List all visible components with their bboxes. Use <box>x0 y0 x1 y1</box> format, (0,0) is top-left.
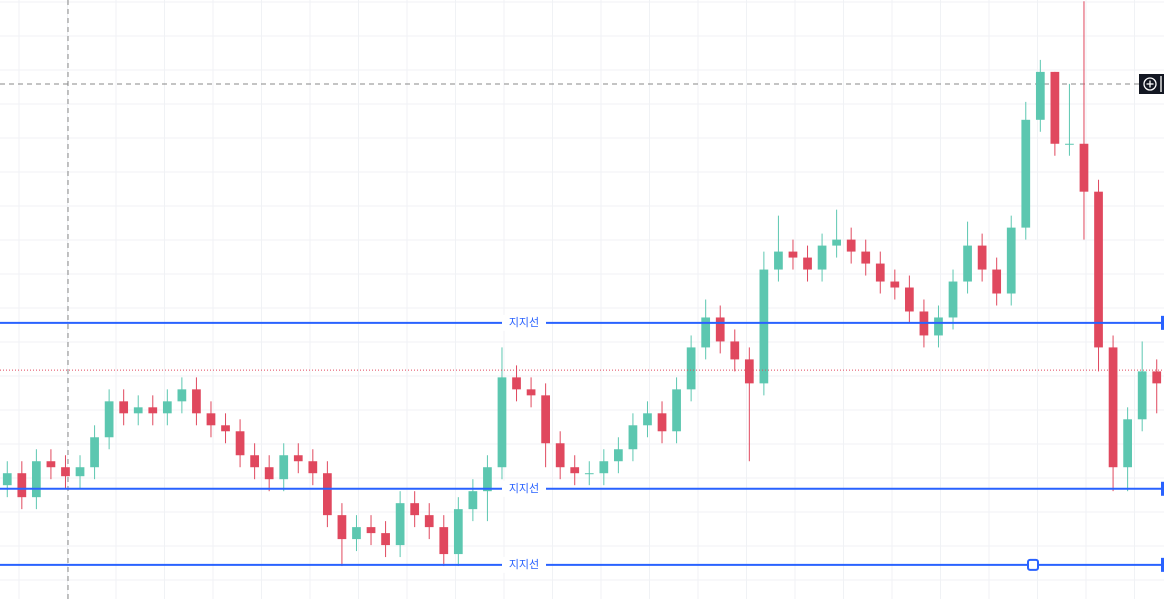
add-button[interactable] <box>1139 74 1164 94</box>
candle-body <box>468 491 478 510</box>
candle-body <box>832 239 841 246</box>
candle-body <box>337 515 347 540</box>
candle-body <box>1123 419 1132 468</box>
candle-body <box>61 467 70 477</box>
candle-body <box>1065 143 1074 145</box>
candle-body <box>424 515 434 528</box>
candle-body <box>788 251 798 258</box>
candle-body <box>148 407 158 414</box>
candle-body <box>75 467 85 477</box>
support-label-bg <box>502 480 546 497</box>
candle-body <box>526 389 536 396</box>
support-label: 지지선 <box>509 558 539 571</box>
candle-body <box>206 413 216 426</box>
candle-body <box>1079 143 1089 192</box>
candle-body <box>948 281 958 318</box>
candle-body <box>381 533 390 546</box>
candle-body <box>162 401 172 414</box>
candle-body <box>934 317 943 336</box>
candle-body <box>875 263 885 282</box>
candle-body <box>774 251 783 270</box>
candle-body <box>279 455 289 480</box>
candle-body <box>90 437 99 468</box>
candle-body <box>2 473 12 486</box>
candle-body <box>963 245 972 282</box>
support-label: 지지선 <box>509 482 539 495</box>
candle-body <box>657 413 667 432</box>
anchor-handle[interactable] <box>1027 558 1039 571</box>
candle-body <box>744 359 754 384</box>
candle-body <box>1021 119 1031 228</box>
candle-body <box>730 341 740 360</box>
candles <box>2 1 1162 567</box>
candle-body <box>352 527 361 540</box>
line-handle <box>1161 481 1164 496</box>
candle-body <box>584 473 594 475</box>
line-handle <box>1161 557 1164 572</box>
candle-body <box>192 389 201 414</box>
candle-body <box>293 455 303 462</box>
candle-body <box>686 347 696 390</box>
candle-body <box>1137 371 1147 420</box>
candle-body <box>1006 227 1016 294</box>
candle-body <box>992 269 1002 294</box>
candle-body <box>483 467 492 492</box>
candle-body <box>672 389 681 432</box>
candle-body <box>701 317 711 348</box>
candle-body <box>628 425 638 450</box>
candle-body <box>846 239 856 252</box>
candle-body <box>250 455 259 468</box>
candle-body <box>1094 191 1103 348</box>
candle-body <box>323 473 332 516</box>
candle-body <box>1050 71 1060 144</box>
candle-body <box>905 287 914 312</box>
candle-body <box>264 467 274 480</box>
candle-body <box>453 509 463 555</box>
candle-body <box>1035 71 1045 120</box>
candle-body <box>599 461 609 474</box>
candle-body <box>614 449 623 462</box>
candle-body <box>977 245 987 270</box>
candle-body <box>308 461 318 474</box>
candle-body <box>1108 347 1118 468</box>
candle-body <box>46 461 56 468</box>
candle-body <box>890 281 900 288</box>
candle-body <box>817 245 827 270</box>
support-label-bg <box>502 556 546 573</box>
candle-body <box>570 467 580 474</box>
support-label-bg <box>502 314 546 331</box>
candle-body <box>715 317 725 342</box>
candle-body <box>512 377 521 390</box>
candle-body <box>439 527 449 555</box>
candle-body <box>395 503 405 546</box>
candle-body <box>177 389 187 402</box>
candle-body <box>643 413 652 426</box>
candle-body <box>104 401 114 438</box>
line-handle <box>1161 315 1164 330</box>
candle-body <box>221 425 230 432</box>
candle-body <box>133 407 143 414</box>
support-label: 지지선 <box>509 316 539 329</box>
candle-body <box>861 251 871 264</box>
candle-body <box>17 473 27 498</box>
candle-body <box>366 527 376 534</box>
candle-body <box>235 431 245 456</box>
candle-body <box>1152 371 1162 384</box>
candle-body <box>541 395 550 444</box>
candle-body <box>32 461 41 498</box>
candle-body <box>410 503 420 516</box>
candle-body <box>759 269 769 384</box>
candle-body <box>803 257 812 270</box>
candle-body <box>497 377 507 468</box>
candle-body <box>555 443 565 468</box>
candle-body <box>119 401 129 414</box>
